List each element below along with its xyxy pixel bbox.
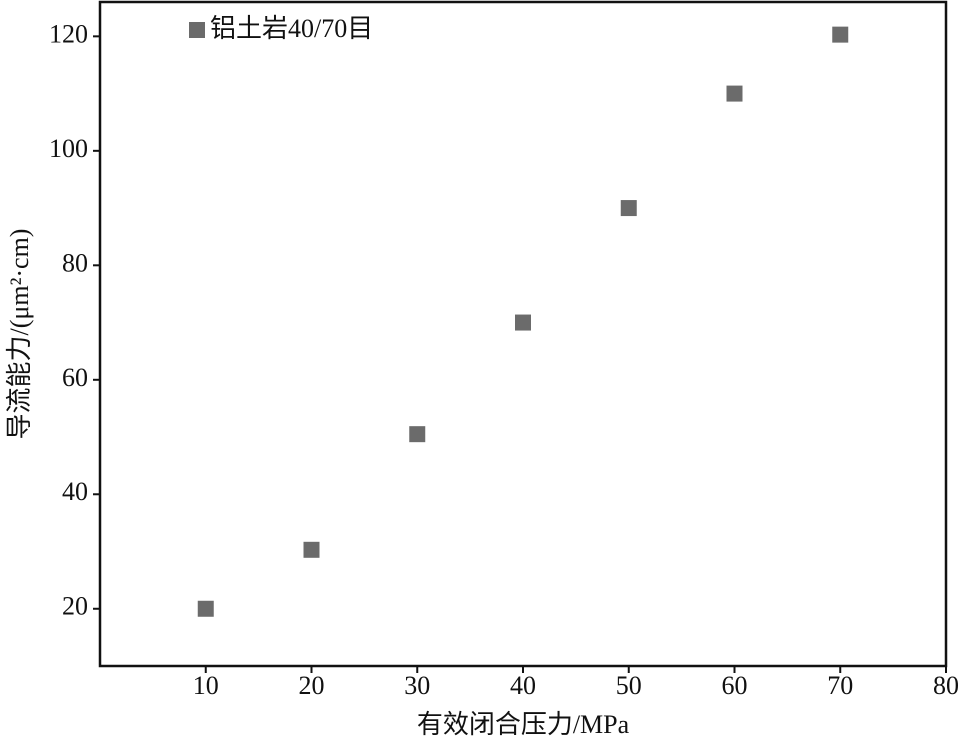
point (409, 426, 426, 443)
x-axis-label: 有效闭合压力/MPa (417, 710, 630, 739)
x-tick-label: 10 (193, 671, 219, 700)
y-axis-label: 导流能力/(μm²·cm) (5, 229, 34, 440)
y-tick-label: 20 (62, 592, 88, 621)
x-tick-label: 40 (510, 671, 536, 700)
point (620, 200, 637, 217)
y-tick-label: 120 (49, 19, 88, 48)
x-tick-label: 70 (827, 671, 853, 700)
plot-frame (98, 0, 948, 668)
x-tick-label: 20 (299, 671, 325, 700)
x-tick-label: 80 (933, 671, 959, 700)
legend-label: 铝土岩40/70目 (210, 14, 373, 43)
point (197, 600, 214, 617)
y-tick-label: 40 (62, 477, 88, 506)
point (303, 541, 320, 558)
y-tick-label: 100 (49, 134, 88, 163)
x-tick-label: 30 (404, 671, 430, 700)
point (832, 26, 849, 43)
y-tick-label: 60 (62, 363, 88, 392)
legend-marker (189, 22, 205, 38)
x-tick-label: 60 (722, 671, 748, 700)
x-tick-label: 50 (616, 671, 642, 700)
point (515, 314, 531, 331)
y-tick-label: 80 (62, 248, 88, 277)
point (726, 85, 743, 102)
